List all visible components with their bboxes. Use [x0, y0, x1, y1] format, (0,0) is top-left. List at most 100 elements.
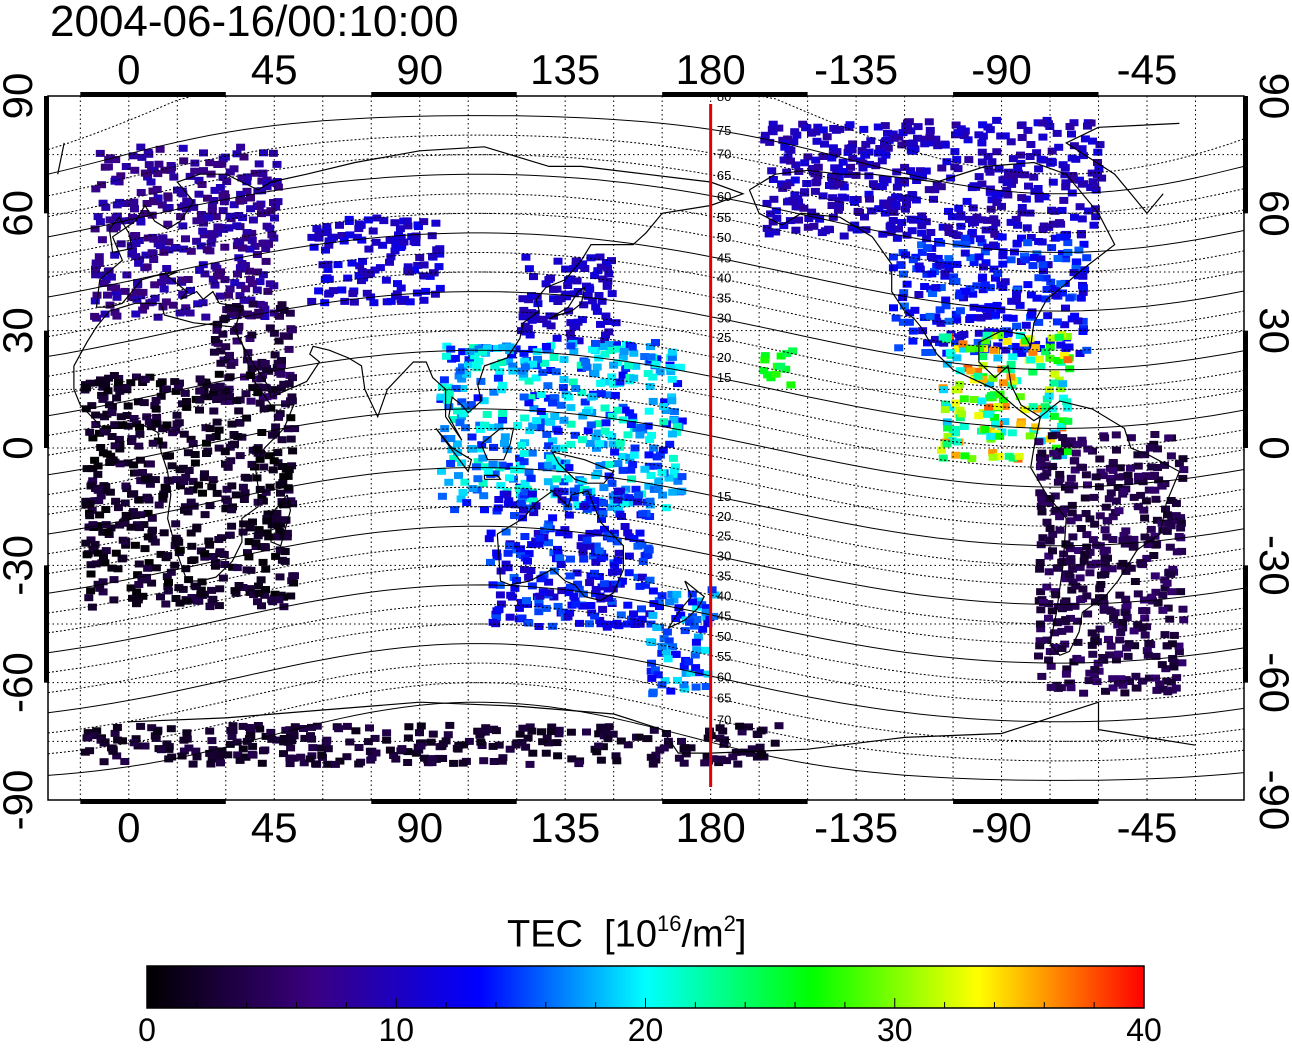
- tec-cell: [608, 585, 618, 593]
- tec-cell: [230, 587, 240, 595]
- tec-cell: [252, 375, 261, 383]
- tec-cell: [129, 739, 139, 747]
- tec-cell: [223, 751, 233, 759]
- tec-cell: [182, 597, 192, 605]
- tec-cell: [1075, 656, 1085, 664]
- tec-cell: [451, 384, 461, 392]
- tec-cell: [195, 396, 205, 404]
- tec-cell: [1047, 432, 1057, 440]
- tec-cell: [1172, 674, 1182, 682]
- tec-cell: [1058, 452, 1067, 460]
- tec-cell: [519, 349, 529, 357]
- tec-cell: [992, 199, 1002, 206]
- tec-cell: [163, 587, 173, 595]
- tec-cell: [178, 222, 188, 230]
- tec-cell: [394, 231, 403, 239]
- tec-cell: [1063, 356, 1073, 364]
- tec-cell: [735, 722, 745, 730]
- tec-cell: [954, 345, 963, 353]
- tec-cell: [151, 396, 161, 404]
- tec-region-antarctica: [80, 721, 784, 768]
- tec-cell: [759, 367, 769, 375]
- tec-cell: [1035, 355, 1044, 363]
- tec-cell: [634, 733, 644, 741]
- tec-cell: [1070, 602, 1080, 610]
- tec-cell: [334, 725, 344, 733]
- tec-cell: [118, 519, 128, 527]
- tec-cell: [210, 383, 220, 391]
- tec-cell: [763, 371, 773, 379]
- tec-cell: [565, 572, 575, 580]
- tec-cell: [1011, 297, 1021, 305]
- tec-cell: [1121, 567, 1131, 575]
- tec-cell: [475, 421, 485, 429]
- tec-cell: [290, 723, 300, 731]
- tec-cell: [171, 595, 181, 602]
- tec-cell: [154, 160, 164, 168]
- tec-cell: [217, 160, 227, 168]
- tec-cell: [612, 341, 621, 349]
- tec-cell: [611, 752, 621, 760]
- tec-cell: [689, 622, 699, 630]
- tec-cell: [1032, 250, 1042, 258]
- tec-cell: [959, 395, 969, 403]
- tec-cell: [230, 440, 239, 448]
- tec-cell: [221, 343, 231, 351]
- tec-cell: [1061, 670, 1071, 678]
- tec-cell: [624, 494, 634, 502]
- tec-cell: [246, 397, 256, 405]
- tec-cell: [599, 553, 609, 561]
- tec-cell: [162, 265, 172, 272]
- tec-cell: [622, 620, 632, 628]
- tec-cell: [135, 524, 145, 532]
- tec-cell: [184, 576, 194, 584]
- bottom-longitude-label: -90: [971, 804, 1032, 851]
- tec-cell: [1034, 652, 1043, 660]
- tec-cell: [1082, 254, 1092, 262]
- tec-cell: [243, 310, 252, 318]
- tec-cell: [101, 483, 111, 491]
- tec-cell: [178, 190, 188, 198]
- tec-cell: [668, 454, 678, 462]
- tec-cell: [1075, 350, 1085, 357]
- tec-cell: [261, 209, 271, 217]
- tec-cell: [1166, 570, 1176, 578]
- tec-cell: [557, 587, 567, 595]
- tec-cell: [247, 236, 257, 244]
- bottom-longitude-label: 45: [251, 804, 298, 851]
- tec-cell: [497, 359, 507, 367]
- tec-cell: [150, 538, 160, 546]
- tec-cell: [258, 301, 268, 309]
- tec-cell: [951, 386, 961, 394]
- tec-cell: [205, 159, 215, 167]
- tec-cell: [984, 303, 994, 311]
- tec-cell: [89, 732, 99, 740]
- tec-cell: [345, 231, 355, 239]
- tec-cell: [241, 390, 251, 398]
- tec-cell: [1037, 672, 1047, 680]
- tec-cell: [902, 280, 912, 288]
- tec-cell: [1113, 679, 1123, 687]
- tec-cell: [771, 370, 781, 378]
- tec-cell: [635, 431, 645, 439]
- tec-cell: [113, 736, 123, 744]
- tec-cell: [539, 413, 549, 420]
- tec-cell: [520, 322, 530, 330]
- tec-cell: [1095, 455, 1105, 463]
- tec-cell: [459, 410, 469, 418]
- tec-cell: [1017, 209, 1027, 217]
- tec-cell: [276, 384, 286, 392]
- magnetic-latitude-line: [48, 525, 1244, 605]
- tec-cell: [98, 528, 108, 536]
- tec-cell: [222, 178, 232, 186]
- tec-cell: [114, 379, 123, 387]
- tec-cell: [812, 137, 822, 145]
- bottom-longitude-label: 180: [676, 804, 746, 851]
- tec-cell: [917, 229, 927, 237]
- tec-cell: [959, 423, 969, 430]
- tec-cell: [1177, 659, 1187, 667]
- tec-cell: [158, 303, 168, 311]
- tec-cell: [800, 159, 810, 167]
- top-longitude-label: -45: [1117, 46, 1178, 93]
- tec-cell: [931, 313, 941, 321]
